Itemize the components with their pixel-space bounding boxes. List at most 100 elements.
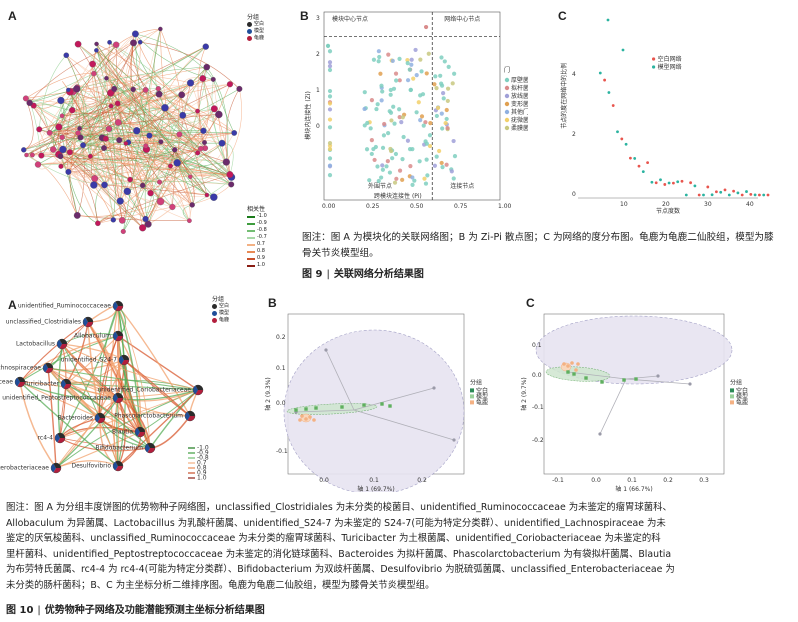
pie-slice — [95, 413, 100, 423]
degree-point — [620, 137, 624, 141]
zi-pi-point — [419, 69, 424, 74]
network-node — [161, 104, 169, 112]
network-node — [107, 40, 112, 45]
y-tick-label: 0.1 — [532, 342, 542, 349]
degree-point — [606, 18, 610, 22]
x-tick-label: 0.2 — [417, 477, 427, 484]
legend-label: 空白 — [219, 303, 230, 309]
legend-item: 空白 — [247, 21, 264, 28]
network-edge — [29, 66, 207, 104]
y-tick-label: 3 — [316, 15, 320, 22]
zi-pi-point — [390, 156, 395, 161]
network-edge — [52, 42, 134, 150]
group-legend: 分组 空白 模型 龟鹿 — [212, 294, 229, 324]
legend-title: 分组 — [247, 14, 260, 21]
zi-pi-point — [407, 146, 413, 152]
network-node — [130, 39, 137, 47]
sample-point — [380, 402, 384, 406]
degree-point — [637, 164, 641, 168]
zi-pi-point — [380, 89, 385, 94]
sample-point — [312, 418, 316, 422]
network-node — [204, 192, 210, 198]
legend-label: 放线菌门 — [511, 92, 528, 100]
legend-swatch — [470, 388, 474, 393]
zi-pi-point — [433, 74, 438, 79]
network-node — [143, 143, 149, 149]
network-node — [50, 146, 57, 153]
legend-label: 疣微菌门 — [511, 116, 528, 124]
zi-pi-point — [327, 101, 333, 106]
zi-pi-point — [376, 178, 381, 184]
network-node — [94, 41, 99, 47]
network-edge — [49, 114, 219, 134]
network-edge — [26, 154, 78, 216]
legend-swatch — [247, 22, 252, 27]
network-node — [110, 217, 116, 223]
taxon-node: Desulfovibrio — [71, 460, 124, 472]
note-line: 为布劳特氏菌属、rc4-4 为 rc4-4(可能为特定分类群）、Bifidoba… — [6, 564, 675, 575]
legend-label: 模型 — [476, 392, 488, 400]
network-node — [65, 168, 72, 175]
y-tick-label: -0.1 — [276, 448, 288, 455]
network-node — [130, 86, 136, 93]
zi-pi-point — [375, 164, 380, 169]
network-edge — [127, 78, 203, 192]
zi-pi-point — [439, 55, 444, 60]
zi-pi-point — [427, 133, 433, 138]
network-node — [228, 181, 235, 188]
taxon-node: unidentified_Coriobacteriaceae — [97, 384, 204, 396]
network-node — [195, 108, 200, 114]
confidence-ellipse — [545, 366, 611, 382]
network-node — [77, 134, 84, 141]
network-edge — [142, 108, 215, 228]
x-tick-label: 30 — [704, 201, 712, 208]
network-edge — [125, 143, 161, 202]
network-edge — [110, 305, 119, 467]
zi-pi-point — [421, 123, 426, 128]
zi-pi-point — [327, 88, 333, 94]
pie-slice — [185, 411, 190, 421]
legend-swatch — [504, 117, 510, 123]
network-edge — [87, 321, 101, 419]
legend-swatch — [247, 264, 255, 267]
fig10-panel-a: A unidentified_Ruminococcaceae unclassifi… — [0, 288, 250, 496]
network-node — [176, 131, 183, 138]
degree-point — [633, 157, 637, 160]
network-edge — [19, 381, 119, 467]
degree-point — [710, 193, 714, 197]
sample-point — [570, 361, 574, 365]
confidence-ellipse — [535, 315, 733, 385]
network-edge — [104, 184, 207, 196]
taxon-node: Turicibacter — [23, 378, 72, 390]
degree-point — [646, 161, 649, 165]
legend-swatch — [730, 388, 734, 393]
sample-point — [656, 374, 660, 378]
x-tick-label: 0.0 — [591, 477, 601, 484]
pie-slice — [135, 427, 140, 437]
network-edge — [94, 168, 232, 179]
network-edge — [92, 63, 204, 132]
network-edge — [190, 161, 227, 180]
taxon-node: unidentified_Peptostreptococcaceae — [2, 392, 124, 404]
network-edge — [149, 135, 178, 164]
legend-swatch — [504, 85, 510, 91]
network-edge — [29, 44, 117, 104]
network-node — [169, 203, 176, 211]
network-edge — [49, 132, 78, 216]
zi-pi-point — [400, 157, 405, 162]
zi-pi-point — [368, 126, 373, 131]
zi-pi-point — [397, 56, 402, 61]
degree-point — [762, 193, 766, 197]
network-node — [111, 85, 118, 92]
network-edge — [61, 112, 204, 132]
network-edge — [68, 83, 231, 173]
zi-pi-point — [439, 81, 444, 86]
network-edge — [61, 343, 199, 391]
zi-pi-point — [397, 114, 402, 120]
network-node — [73, 85, 81, 93]
network-node — [226, 171, 234, 179]
network-graph — [21, 26, 243, 235]
network-node — [69, 107, 76, 114]
node-outline — [54, 432, 66, 444]
